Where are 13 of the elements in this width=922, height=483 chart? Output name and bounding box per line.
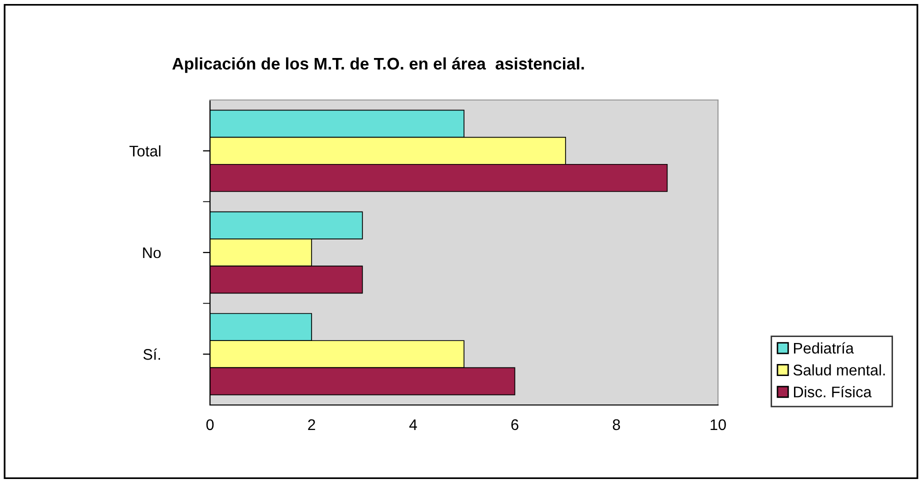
x-tick-label: 6 xyxy=(511,419,518,430)
chart-title: Aplicación de los M.T. de T.O. en el área asistencial. xyxy=(172,57,584,73)
x-tick-label: 10 xyxy=(710,419,726,430)
x-tick-label: 4 xyxy=(409,419,417,430)
y-tick-label: Sí. xyxy=(143,348,160,360)
x-tick-label: 2 xyxy=(308,419,316,430)
y-tick-label: No xyxy=(143,248,161,258)
legend-label: Pediatría xyxy=(794,342,854,354)
x-tick-label: 8 xyxy=(612,419,620,430)
y-tick-label: Total xyxy=(129,145,160,157)
x-tick-label: 0 xyxy=(206,419,214,430)
legend-label: Disc. Física xyxy=(794,386,872,398)
legend-label: Salud mental. xyxy=(793,364,885,376)
